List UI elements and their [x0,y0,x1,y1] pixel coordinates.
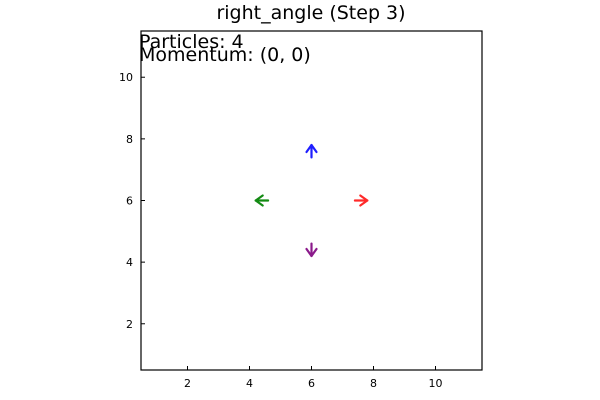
x-tick-label: 4 [246,377,253,390]
plot-frame [140,30,483,371]
arrow-mark [353,194,369,207]
y-tick-label: 4 [126,256,133,269]
arrow-head [254,194,264,207]
arrow-mark [305,143,318,159]
momentum-annotation: Momentum: (0, 0) [139,44,311,66]
arrow-series [254,143,369,258]
arrow-head [305,143,318,154]
x-tick-label: 2 [184,377,191,390]
x-axis-ticks: 2 4 6 8 10 [184,366,443,390]
arrow-head [359,194,369,207]
chart-title: right_angle (Step 3) [216,2,405,24]
x-tick-label: 10 [429,377,443,390]
x-tick-label: 6 [308,377,315,390]
arrow-mark [305,242,318,258]
x-tick-label: 8 [370,377,377,390]
arrow-mark [254,194,270,207]
arrow-head [305,247,318,258]
particles-annotation: Particles: 4 [139,31,244,53]
y-tick-label: 10 [119,71,133,84]
y-tick-label: 8 [126,133,133,146]
y-tick-label: 2 [126,318,133,331]
y-axis-ticks: 2 4 6 8 10 [119,71,145,331]
y-tick-label: 6 [126,195,133,208]
